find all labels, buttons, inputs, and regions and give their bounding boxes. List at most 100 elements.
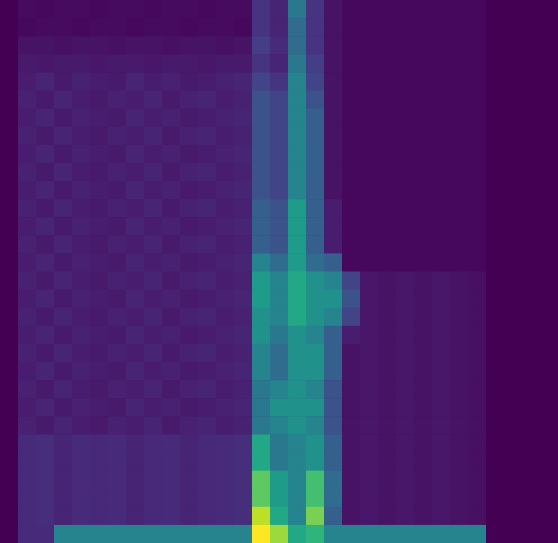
cell xyxy=(342,507,361,526)
cell xyxy=(252,109,271,128)
cell xyxy=(180,380,199,399)
cell xyxy=(288,199,307,218)
cell xyxy=(198,54,217,73)
cell xyxy=(414,217,433,236)
cell xyxy=(306,290,325,309)
cell xyxy=(72,181,91,200)
cell xyxy=(486,434,505,453)
cell xyxy=(504,434,523,453)
cell xyxy=(270,235,289,254)
cell xyxy=(0,235,19,254)
cell xyxy=(378,217,397,236)
cell xyxy=(216,344,235,363)
cell xyxy=(378,525,397,543)
cell xyxy=(270,344,289,363)
cell xyxy=(396,54,415,73)
cell xyxy=(234,507,253,526)
cell xyxy=(432,72,451,91)
cell xyxy=(198,489,217,508)
cell xyxy=(360,380,379,399)
cell xyxy=(180,253,199,272)
cell xyxy=(252,72,271,91)
cell xyxy=(288,163,307,182)
cell xyxy=(504,0,523,19)
cell xyxy=(108,380,127,399)
cell xyxy=(108,181,127,200)
cell xyxy=(144,489,163,508)
cell xyxy=(324,434,343,453)
cell xyxy=(198,326,217,345)
cell xyxy=(414,398,433,417)
cell xyxy=(324,471,343,490)
cell xyxy=(144,235,163,254)
cell xyxy=(378,453,397,472)
cell xyxy=(72,308,91,327)
cell xyxy=(432,18,451,37)
cell xyxy=(144,326,163,345)
cell xyxy=(126,0,145,19)
cell xyxy=(234,326,253,345)
cell xyxy=(252,0,271,19)
cell xyxy=(180,434,199,453)
cell xyxy=(414,471,433,490)
cell xyxy=(540,91,558,110)
cell xyxy=(522,163,541,182)
cell xyxy=(0,272,19,291)
cell xyxy=(342,18,361,37)
cell xyxy=(360,344,379,363)
cell xyxy=(396,453,415,472)
cell xyxy=(540,199,558,218)
cell xyxy=(126,145,145,164)
cell xyxy=(504,453,523,472)
cell xyxy=(288,471,307,490)
cell xyxy=(486,199,505,218)
cell xyxy=(180,272,199,291)
cell xyxy=(324,109,343,128)
cell xyxy=(72,18,91,37)
cell xyxy=(90,181,109,200)
cell xyxy=(234,253,253,272)
cell xyxy=(198,471,217,490)
cell xyxy=(450,163,469,182)
cell xyxy=(468,91,487,110)
cell xyxy=(324,489,343,508)
cell xyxy=(180,362,199,381)
cell xyxy=(252,471,271,490)
cell xyxy=(144,127,163,146)
cell xyxy=(468,181,487,200)
cell xyxy=(468,308,487,327)
cell xyxy=(324,127,343,146)
cell xyxy=(414,416,433,435)
cell xyxy=(144,272,163,291)
cell xyxy=(522,91,541,110)
cell xyxy=(36,145,55,164)
cell xyxy=(378,434,397,453)
cell xyxy=(450,36,469,55)
cell xyxy=(126,507,145,526)
cell xyxy=(468,489,487,508)
cell xyxy=(414,181,433,200)
cell xyxy=(486,217,505,236)
cell xyxy=(288,109,307,128)
cell xyxy=(342,127,361,146)
cell xyxy=(414,253,433,272)
cell xyxy=(54,434,73,453)
cell xyxy=(360,72,379,91)
cell xyxy=(162,72,181,91)
cell xyxy=(216,54,235,73)
cell xyxy=(288,344,307,363)
cell xyxy=(414,0,433,19)
cell xyxy=(396,416,415,435)
cell xyxy=(72,344,91,363)
cell xyxy=(468,471,487,490)
cell xyxy=(432,489,451,508)
cell xyxy=(324,199,343,218)
cell xyxy=(234,127,253,146)
cell xyxy=(414,326,433,345)
cell xyxy=(162,163,181,182)
cell xyxy=(0,398,19,417)
cell xyxy=(162,0,181,19)
cell xyxy=(36,72,55,91)
cell xyxy=(144,181,163,200)
cell xyxy=(198,416,217,435)
